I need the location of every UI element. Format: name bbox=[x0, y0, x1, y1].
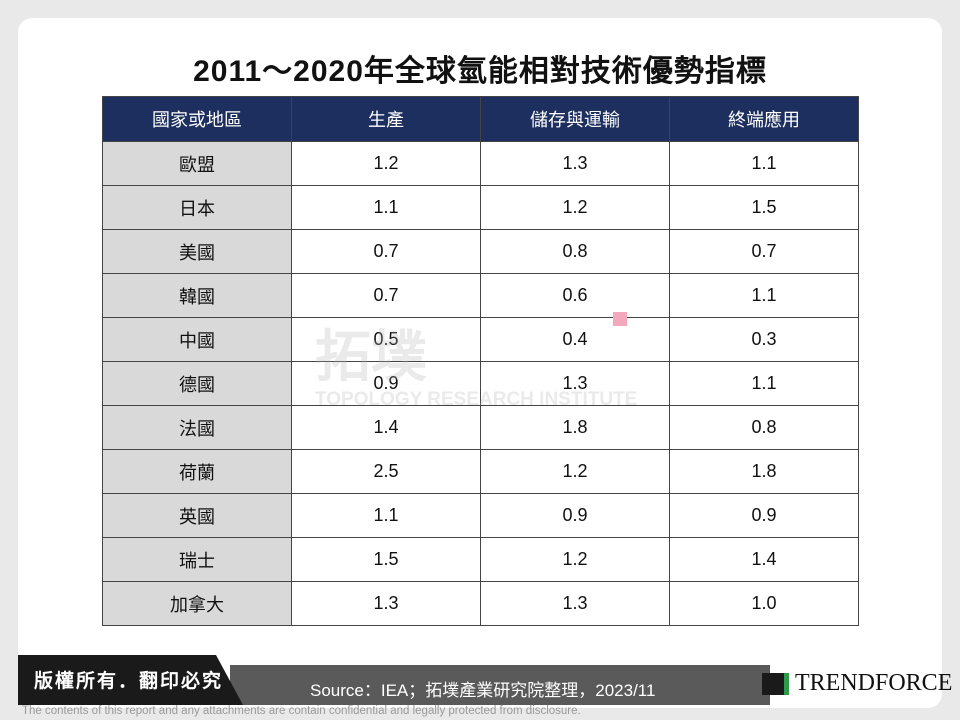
cell: 1.1 bbox=[669, 273, 859, 318]
cell: 1.8 bbox=[480, 405, 670, 450]
cell: 1.2 bbox=[291, 141, 481, 186]
header-row: 國家或地區 生產 儲存與運輸 終端應用 bbox=[102, 96, 859, 142]
cell: 0.9 bbox=[669, 493, 859, 538]
copyright: 版權所有．翻印必究 bbox=[34, 671, 224, 692]
cell: 1.3 bbox=[480, 141, 670, 186]
cell: 0.8 bbox=[669, 405, 859, 450]
row-header: 英國 bbox=[102, 493, 292, 538]
cell: 1.0 bbox=[669, 581, 859, 626]
table-row: 中國 0.5 0.4 0.3 bbox=[102, 317, 859, 362]
cell: 1.8 bbox=[669, 449, 859, 494]
cell: 0.7 bbox=[291, 229, 481, 274]
cell: 1.1 bbox=[291, 185, 481, 230]
table-row: 韓國 0.7 0.6 1.1 bbox=[102, 273, 859, 318]
cell: 0.9 bbox=[480, 493, 670, 538]
column-header: 國家或地區 bbox=[102, 96, 292, 142]
table-row: 日本 1.1 1.2 1.5 bbox=[102, 185, 859, 230]
data-table: 國家或地區 生產 儲存與運輸 終端應用 歐盟 1.2 1.3 1.1 日本 1.1 1.2 1.5 美國… bbox=[102, 96, 859, 626]
logo-icon bbox=[762, 672, 789, 695]
cell: 1.3 bbox=[480, 581, 670, 626]
cell: 1.1 bbox=[291, 493, 481, 538]
cell: 1.2 bbox=[480, 449, 670, 494]
footer-band bbox=[230, 665, 770, 705]
disclaimer: The contents of this report and any atta… bbox=[22, 705, 581, 717]
row-header: 韓國 bbox=[102, 273, 292, 318]
cell: 1.4 bbox=[669, 537, 859, 582]
logo: TRENDFORCE bbox=[762, 670, 952, 697]
column-header: 儲存與運輸 bbox=[480, 96, 670, 142]
table-row: 美國 0.7 0.8 0.7 bbox=[102, 229, 859, 274]
title: 2011～2020年全球氫能相對技術優勢指標 bbox=[193, 55, 767, 88]
table-row: 英國 1.1 0.9 0.9 bbox=[102, 493, 859, 538]
table-row: 德國 0.9 1.3 1.1 bbox=[102, 361, 859, 406]
column-header: 生產 bbox=[291, 96, 481, 142]
cell: 1.2 bbox=[480, 537, 670, 582]
cell: 1.5 bbox=[669, 185, 859, 230]
row-header: 美國 bbox=[102, 229, 292, 274]
column-header: 終端應用 bbox=[669, 96, 859, 142]
table-row: 法國 1.4 1.8 0.8 bbox=[102, 405, 859, 450]
cell: 1.2 bbox=[480, 185, 670, 230]
row-header: 德國 bbox=[102, 361, 292, 406]
cell: 0.5 bbox=[291, 317, 481, 362]
cell: 1.3 bbox=[291, 581, 481, 626]
cell: 1.3 bbox=[480, 361, 670, 406]
logo-text: TRENDFORCE bbox=[795, 670, 953, 696]
cell: 0.8 bbox=[480, 229, 670, 274]
row-header: 瑞士 bbox=[102, 537, 292, 582]
row-header: 日本 bbox=[102, 185, 292, 230]
cell: 1.5 bbox=[291, 537, 481, 582]
cell: 0.7 bbox=[291, 273, 481, 318]
row-header: 加拿大 bbox=[102, 581, 292, 626]
cell: 2.5 bbox=[291, 449, 481, 494]
row-header: 歐盟 bbox=[102, 141, 292, 186]
cell: 1.1 bbox=[669, 141, 859, 186]
table-row: 荷蘭 2.5 1.2 1.8 bbox=[102, 449, 859, 494]
table-row: 瑞士 1.5 1.2 1.4 bbox=[102, 537, 859, 582]
cell: 0.6 bbox=[480, 273, 670, 318]
footer-tab bbox=[18, 655, 243, 705]
cell: 0.3 bbox=[669, 317, 859, 362]
cell: 0.7 bbox=[669, 229, 859, 274]
cell: 0.9 bbox=[291, 361, 481, 406]
table-row: 加拿大 1.3 1.3 1.0 bbox=[102, 581, 859, 626]
cell: 0.4 bbox=[480, 317, 670, 362]
source: Source：IEA；拓墣產業研究院整理，2023/11 bbox=[310, 681, 656, 700]
cell: 1.1 bbox=[669, 361, 859, 406]
row-header: 法國 bbox=[102, 405, 292, 450]
table-row: 歐盟 1.2 1.3 1.1 bbox=[102, 141, 859, 186]
cell: 1.4 bbox=[291, 405, 481, 450]
row-header: 荷蘭 bbox=[102, 449, 292, 494]
row-header: 中國 bbox=[102, 317, 292, 362]
